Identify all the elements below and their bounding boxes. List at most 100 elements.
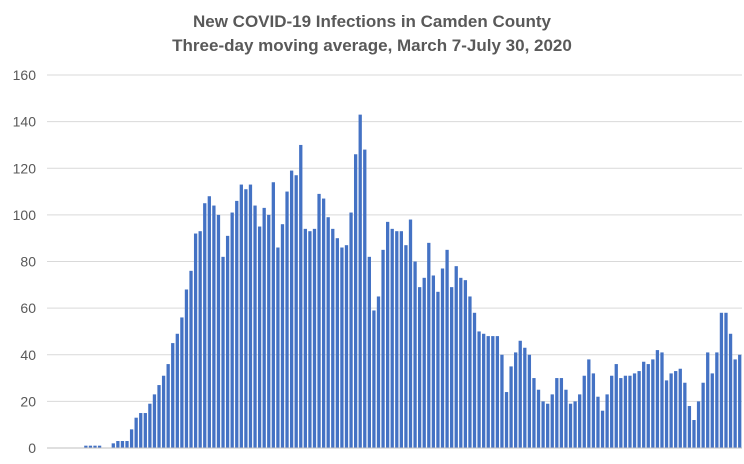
- bar: [262, 207, 266, 448]
- bar: [152, 394, 157, 448]
- bar: [189, 270, 193, 448]
- bar: [605, 394, 609, 448]
- bar: [610, 375, 614, 448]
- bar: [244, 189, 248, 449]
- chart-subtitle: Three-day moving average, March 7-July 3…: [172, 36, 572, 55]
- bar: [678, 368, 682, 448]
- bar: [591, 373, 596, 448]
- bar: [738, 354, 742, 448]
- bar: [422, 277, 426, 448]
- bar: [637, 371, 641, 448]
- bar: [93, 445, 97, 448]
- y-tick-label: 60: [20, 300, 36, 316]
- bar: [111, 443, 115, 448]
- bar: [559, 378, 564, 448]
- bar: [687, 406, 692, 448]
- bar: [582, 375, 586, 448]
- bar: [646, 364, 650, 448]
- bar: [408, 219, 413, 448]
- bar: [294, 175, 298, 449]
- bar: [221, 256, 225, 448]
- bar: [157, 385, 161, 448]
- bar: [568, 403, 573, 448]
- bar: [436, 291, 440, 448]
- bar: [216, 214, 221, 449]
- bar: [724, 312, 728, 448]
- y-tick-label: 140: [13, 114, 37, 130]
- bar: [285, 191, 289, 448]
- bar: [175, 333, 179, 448]
- bar: [546, 403, 550, 448]
- bar: [463, 280, 468, 448]
- bar: [308, 231, 312, 448]
- bar: [207, 196, 211, 448]
- bar: [376, 296, 381, 448]
- bar: [440, 268, 445, 448]
- bar: [564, 389, 568, 448]
- bar: [203, 203, 207, 448]
- bar: [139, 413, 143, 448]
- bar: [404, 245, 408, 448]
- bar: [596, 396, 600, 448]
- bar-series: [84, 114, 742, 449]
- bar: [701, 382, 705, 448]
- bar: [532, 378, 536, 448]
- bar: [445, 249, 449, 448]
- bar: [331, 228, 335, 448]
- y-tick-label: 0: [28, 440, 36, 456]
- bar: [623, 375, 628, 448]
- bar: [719, 312, 724, 448]
- bar: [669, 373, 673, 448]
- bar: [84, 445, 88, 448]
- bar: [710, 373, 714, 448]
- bar: [413, 261, 417, 448]
- bar: [555, 378, 559, 448]
- bar: [655, 350, 660, 448]
- bar: [390, 228, 394, 448]
- bar: [129, 429, 134, 448]
- bar: [477, 331, 481, 448]
- bar: [358, 114, 362, 448]
- bar: [381, 249, 385, 448]
- bar: [148, 403, 152, 448]
- bar: [728, 333, 733, 448]
- bar: [97, 445, 102, 448]
- bar: [706, 352, 710, 448]
- bar: [257, 226, 262, 448]
- bar: [303, 228, 307, 448]
- bar: [253, 205, 257, 448]
- bar: [363, 149, 367, 448]
- bar: [509, 366, 513, 448]
- bar: [299, 144, 303, 448]
- bar: [500, 354, 504, 448]
- bar: [660, 352, 664, 448]
- bar: [349, 212, 353, 448]
- bar: [683, 382, 687, 448]
- bar: [459, 277, 463, 448]
- y-axis-tick-labels: 0 20 40 60 80 100 120 140 160: [13, 67, 37, 456]
- bar: [386, 221, 390, 448]
- bar: [143, 413, 147, 448]
- bar: [180, 317, 184, 448]
- bar: [198, 231, 202, 448]
- bar: [125, 441, 129, 448]
- bar: [696, 401, 701, 449]
- bar: [312, 228, 317, 448]
- bar: [289, 170, 294, 448]
- bar: [248, 184, 253, 448]
- bar: [491, 336, 495, 448]
- y-tick-label: 120: [13, 160, 37, 176]
- bar: [212, 205, 216, 448]
- bar: [628, 375, 632, 448]
- bar: [472, 312, 477, 448]
- bar: [267, 214, 271, 449]
- bar: [280, 224, 285, 448]
- bar: [523, 347, 527, 448]
- bar: [504, 392, 509, 448]
- bar: [573, 401, 577, 449]
- bar: [276, 247, 280, 448]
- bar: [614, 364, 618, 448]
- bar: [651, 359, 655, 448]
